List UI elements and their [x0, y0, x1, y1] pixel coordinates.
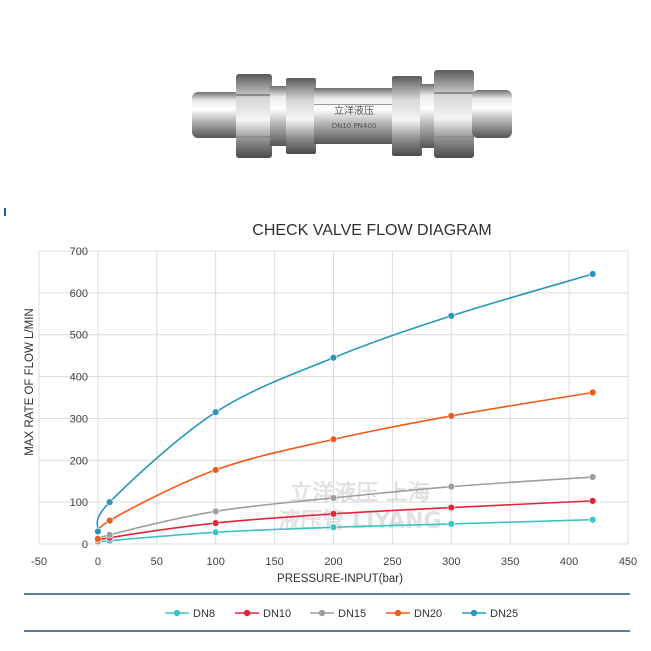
flow-chart: CHECK VALVE FLOW DIAGRAM -50 0 50 100 150 200… — [24, 222, 637, 632]
y-tick-label: 0 — [82, 539, 88, 551]
y-tick-label: 600 — [70, 288, 88, 300]
data-point — [447, 503, 455, 512]
x-tick-label: 100 — [207, 556, 225, 568]
data-point — [105, 498, 114, 506]
data-point — [329, 510, 338, 518]
y-tick-label: 200 — [70, 455, 88, 467]
legend-item-dn10: DN10 — [235, 608, 291, 620]
data-point — [588, 473, 597, 481]
data-point — [105, 516, 114, 525]
series-lines — [94, 270, 597, 547]
series-dn20 — [94, 388, 597, 543]
series-dn25 — [94, 270, 597, 536]
legend: DN8 DN10 DN15 DN20 DN25 — [165, 608, 518, 620]
legend-swatch-marker — [173, 609, 181, 617]
legend-label: DN15 — [338, 608, 366, 620]
y-tick-label: 400 — [70, 372, 88, 384]
data-point — [212, 528, 220, 536]
y-tick-label: 500 — [70, 330, 88, 342]
left-edge-marker — [4, 208, 6, 216]
x-tick-label: 0 — [95, 556, 101, 568]
x-tick-label: 250 — [383, 556, 401, 568]
valve-model-marking: DN10 PN400 — [332, 122, 377, 130]
legend-item-dn15: DN15 — [310, 608, 366, 620]
legend-label: DN10 — [263, 608, 291, 620]
legend-item-dn20: DN20 — [386, 608, 442, 620]
data-point — [447, 520, 455, 528]
data-point — [105, 531, 114, 539]
data-point — [588, 497, 597, 505]
x-tick-label: 450 — [619, 556, 637, 568]
data-point — [94, 535, 102, 543]
data-point — [94, 527, 102, 536]
y-tick-label: 300 — [70, 413, 88, 425]
data-point — [329, 354, 338, 362]
x-tick-label: 350 — [501, 556, 519, 568]
x-tick-label: 300 — [442, 556, 460, 568]
x-tick-label: 50 — [151, 556, 163, 568]
x-tick-label: -50 — [31, 556, 47, 568]
x-tick-label: 200 — [324, 556, 342, 568]
legend-label: DN8 — [193, 608, 215, 620]
chart-title: CHECK VALVE FLOW DIAGRAM — [252, 222, 491, 239]
data-point — [447, 412, 455, 420]
x-tick-label: 150 — [265, 556, 283, 568]
x-axis-title: PRESSURE-INPUT(bar) — [277, 573, 403, 585]
data-point — [212, 466, 220, 474]
legend-label: DN25 — [490, 608, 518, 620]
data-point — [329, 435, 338, 444]
data-point — [212, 408, 220, 416]
data-point — [588, 516, 597, 524]
watermark-line-1: 立洋液压 上海 — [290, 480, 430, 506]
data-point — [212, 519, 220, 527]
y-tick-label: 700 — [70, 246, 88, 258]
legend-item-dn25: DN25 — [462, 608, 518, 620]
x-tick-label: 400 — [560, 556, 578, 568]
valve-body-marking: 立洋液压 — [334, 104, 374, 117]
data-point — [447, 312, 455, 320]
data-point — [329, 523, 338, 531]
y-tick-label: 100 — [70, 497, 88, 509]
data-point — [329, 494, 338, 502]
data-point — [588, 270, 597, 278]
legend-swatch-marker — [318, 609, 326, 617]
tick-labels: -50 0 50 100 150 200 250 300 350 400 450 0 100 200 300… — [31, 246, 637, 568]
y-axis-title: MAX RATE OF FLOW L/MIN — [24, 308, 36, 455]
data-point — [447, 482, 455, 491]
legend-swatch-marker — [243, 609, 251, 617]
legend-label: DN20 — [414, 608, 442, 620]
legend-item-dn8: DN8 — [165, 608, 215, 620]
legend-swatch-marker — [394, 609, 402, 617]
data-point — [588, 388, 597, 397]
data-point — [212, 507, 220, 516]
legend-swatch-marker — [470, 609, 478, 617]
check-valve-photo: 立洋液压 DN10 PN400 — [192, 70, 512, 158]
